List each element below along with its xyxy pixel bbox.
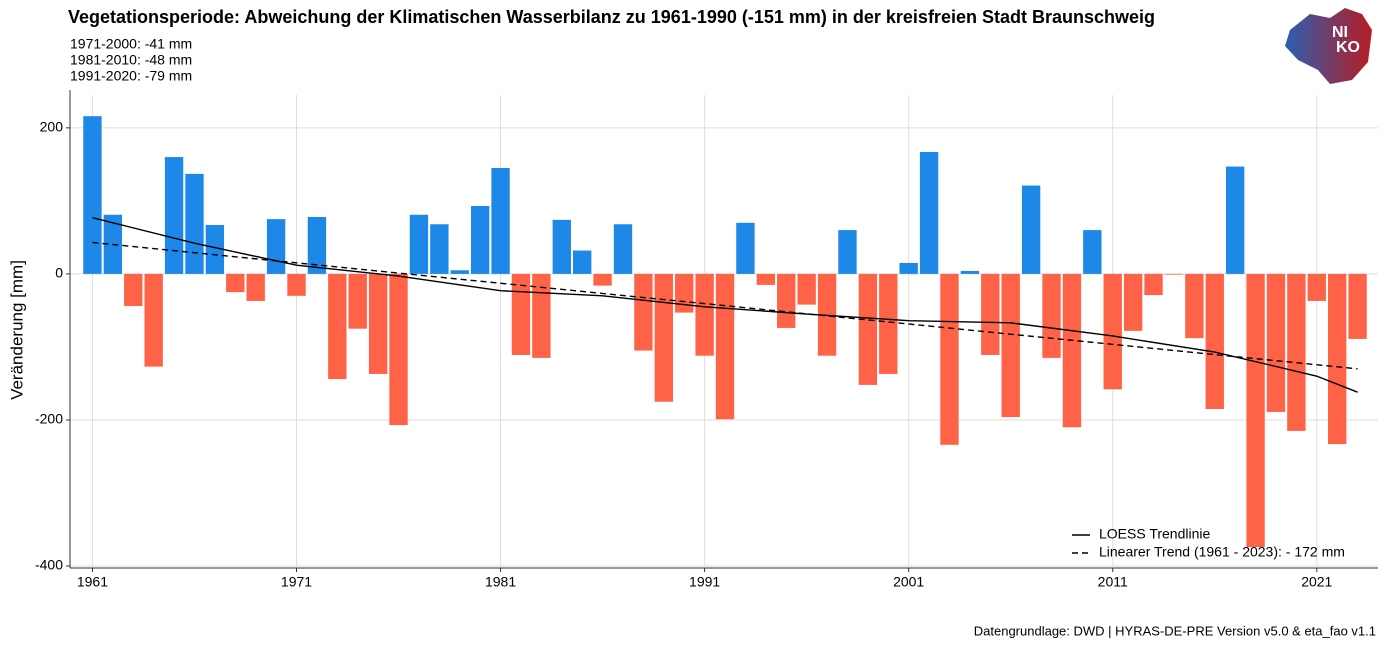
bar [511,273,531,355]
bar [532,273,551,358]
chart-title: Vegetationsperiode: Abweichung der Klima… [68,7,1155,27]
bar [491,168,510,274]
bar [389,273,408,426]
y-axis-label: Veränderung [mm] [7,260,26,400]
bar [858,273,878,385]
legend-label: Linearer Trend (1961 - 2023): - 172 mm [1099,544,1345,560]
bar [695,273,714,356]
bar [124,273,143,307]
bar [675,273,694,313]
bar [1307,273,1326,301]
bar [572,250,592,274]
bar [777,273,796,328]
bar [409,214,429,274]
bar [1266,273,1286,412]
bar [940,273,959,445]
y-tick-label: -200 [35,411,63,427]
bar [838,230,857,274]
subtitle: 1981-2010: -48 mm [70,52,192,68]
logo-text: NI [1332,24,1348,41]
legend-label: LOESS Trendlinie [1099,526,1210,542]
bar [1001,273,1020,418]
bar [879,273,898,374]
y-tick-label: -400 [35,557,63,573]
bar [797,273,816,305]
y-tick-label: 200 [40,119,64,135]
subtitle: 1991-2020: -79 mm [70,68,192,84]
bar [470,205,490,274]
bar [1042,273,1061,358]
bar [226,273,245,293]
bar [613,224,633,274]
bar [1083,230,1102,274]
bar [1164,273,1184,275]
bar [1103,273,1122,390]
bar [960,270,980,274]
bar [287,273,306,296]
subtitle: 1971-2000: -41 mm [70,36,192,52]
x-tick-label: 1991 [689,574,720,590]
bar [1144,273,1163,296]
bar [430,224,449,274]
bar [83,116,102,274]
bar [1021,185,1041,274]
bar [1185,273,1204,339]
bar [1246,273,1265,548]
bar [552,219,571,274]
bar [736,222,755,274]
bar [715,273,735,420]
bar [1225,166,1245,274]
bar [593,273,612,286]
bar [185,173,204,274]
bar [654,273,673,402]
y-tick-label: 0 [55,265,63,281]
bar [246,273,265,301]
x-tick-label: 2021 [1301,574,1332,590]
bar [1062,273,1082,428]
x-tick-label: 1961 [77,574,108,590]
x-tick-label: 2001 [893,574,924,590]
trend-line [92,216,1358,393]
bar [919,151,939,274]
logo: NI KO [1285,8,1372,84]
x-tick-label: 2011 [1098,574,1128,590]
bar [164,157,184,274]
bar [1348,273,1367,339]
bar [1123,273,1143,331]
logo-shape [1285,8,1372,84]
bar [756,273,776,285]
bar [328,273,347,380]
trend-line [92,241,1358,370]
x-tick-label: 1981 [485,574,516,590]
bar [1205,273,1224,409]
x-tick-label: 1971 [281,574,312,590]
bar [368,273,388,374]
bar [450,270,469,274]
bar [1287,273,1306,431]
bar [266,219,286,274]
bar [1328,273,1347,445]
caption: Datengrundlage: DWD | HYRAS-DE-PRE Versi… [974,623,1376,638]
bar [981,273,1000,355]
bar [634,273,653,351]
logo-text: KO [1336,39,1360,56]
bar [144,273,163,367]
bar [348,273,367,329]
bar [205,224,225,274]
bar [307,216,327,274]
bar [899,262,918,274]
